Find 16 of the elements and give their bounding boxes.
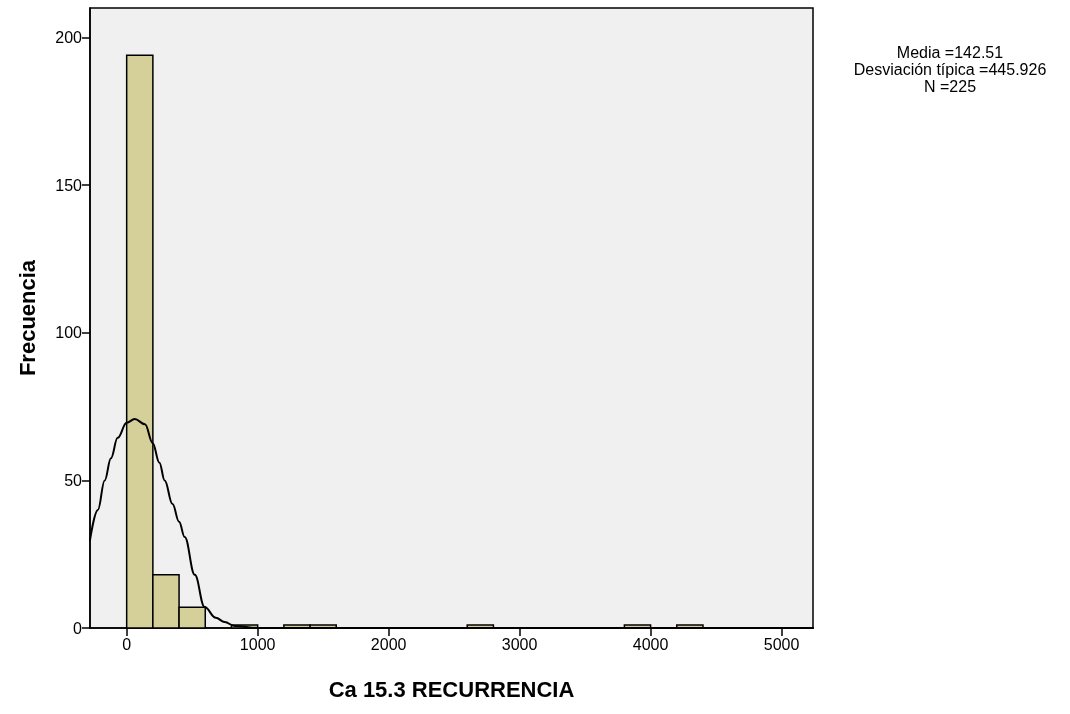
x-tick-label: 4000 — [632, 635, 669, 653]
x-tick-label: 2000 — [370, 635, 407, 653]
y-tick-label: 50 — [64, 471, 83, 489]
y-tick-label: 0 — [73, 619, 83, 637]
y-tick-label: 100 — [55, 324, 83, 342]
text: N =225 — [923, 77, 977, 95]
text: Media =142.51 — [896, 43, 1004, 61]
x-tick-label: 0 — [122, 635, 132, 653]
text: Desviación típica =445.926 — [853, 60, 1047, 78]
y-tick-label: 150 — [55, 176, 83, 194]
y-axis-title: Frecuencia — [14, 259, 40, 377]
x-tick-label: 1000 — [239, 635, 276, 653]
x-tick-label: 3000 — [501, 635, 538, 653]
x-axis-title: Ca 15.3 RECURRENCIA — [328, 676, 575, 702]
x-tick-label: 5000 — [763, 635, 800, 653]
y-tick-label: 200 — [55, 29, 83, 47]
